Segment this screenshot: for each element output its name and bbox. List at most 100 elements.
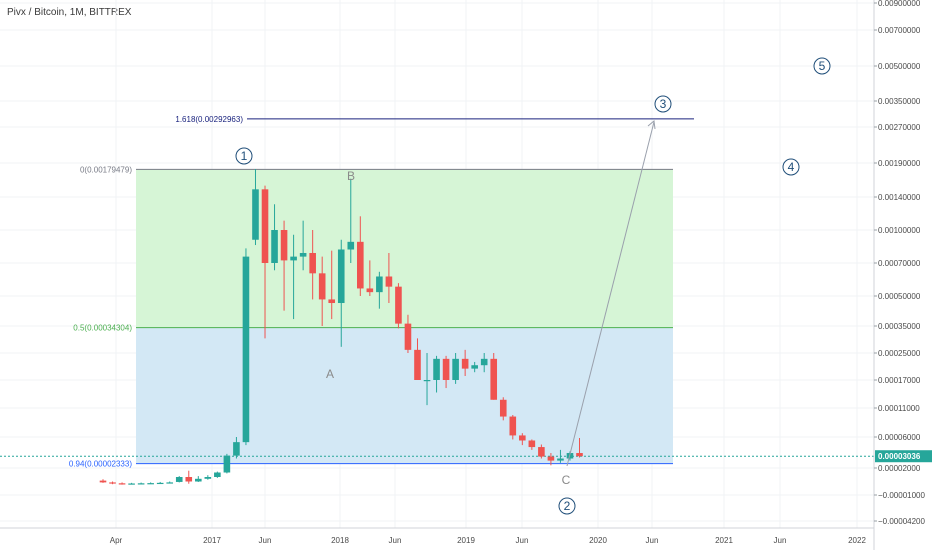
candle — [404, 314, 412, 353]
candle — [576, 437, 583, 458]
projection-line — [566, 121, 655, 467]
candle — [499, 397, 507, 421]
candle — [271, 204, 278, 271]
price-axis: 0.00900000 0.00700000 0.00500000 0.00350000… — [874, 0, 925, 526]
candle-body — [452, 358, 459, 380]
candle-body — [280, 230, 288, 261]
candle-body — [423, 380, 431, 382]
price-tick-label: 0.00140000 — [878, 193, 921, 202]
price-tick-label: 0.00190000 — [878, 159, 921, 168]
candle — [538, 444, 545, 459]
candle-body — [499, 399, 507, 417]
candle-body — [309, 252, 316, 274]
candle-body — [156, 482, 164, 485]
candle-body — [223, 455, 231, 473]
fib-label: 0.5(0.00034304) — [73, 324, 132, 333]
price-tick-label: 0.00035000 — [878, 322, 921, 331]
candle — [214, 471, 221, 478]
candle — [109, 481, 116, 485]
candle-body — [261, 189, 269, 263]
candle-body — [175, 477, 183, 482]
wave-label-text: 5 — [819, 59, 826, 73]
price-tick-label: −0.00001000 — [878, 491, 925, 500]
fib-label: 1.618(0.00292963) — [175, 115, 243, 124]
price-tick-label: 0.00070000 — [878, 259, 921, 268]
projection-arrowhead — [647, 120, 656, 130]
price-tick-label: 0.00100000 — [878, 226, 921, 235]
candle-body — [214, 472, 221, 477]
candle — [385, 252, 393, 304]
time-tick-label: 2017 — [203, 536, 221, 545]
candle-body — [109, 482, 116, 484]
candle — [242, 248, 250, 446]
price-tick-label: 0.00025000 — [878, 349, 921, 358]
last-price-badge-text: 0.00003036 — [878, 452, 921, 461]
price-tick-label: 0.00500000 — [878, 62, 921, 71]
candle-body — [547, 456, 555, 461]
price-tick-label: 0.00006000 — [878, 433, 921, 442]
candle — [461, 349, 469, 376]
candle — [175, 476, 183, 483]
candle-body — [233, 442, 240, 456]
candle — [442, 355, 450, 389]
candle-body — [538, 447, 545, 457]
candle-body — [128, 483, 135, 485]
time-tick-label: Jun — [516, 536, 529, 545]
candle-body — [519, 435, 526, 441]
wave-label-circle — [654, 95, 672, 113]
candle — [147, 482, 154, 485]
candle-body — [442, 358, 450, 380]
fib-label: 0.94(0.00002333) — [69, 460, 133, 469]
candle — [118, 482, 126, 485]
wave-label-circle — [235, 147, 253, 165]
last-price-badge-bg — [875, 450, 932, 463]
candle — [337, 239, 345, 347]
price-tick-label: 0.00017000 — [878, 376, 921, 385]
price-tick-label: 0.00350000 — [878, 97, 921, 106]
candle — [290, 234, 297, 320]
time-tick-label: Jun — [389, 536, 402, 545]
candle-body — [433, 358, 440, 380]
price-tick-label: 0.00011000 — [878, 404, 920, 413]
price-tick-label: 0.00050000 — [878, 292, 921, 301]
candle — [233, 437, 240, 459]
candle — [204, 475, 212, 480]
correction-label-A: A — [326, 367, 334, 381]
price-tick-label: −0.00004200 — [878, 517, 925, 526]
candle-body — [252, 189, 259, 240]
wave-label-text: 4 — [788, 160, 795, 174]
wave-label-2: 2 — [558, 497, 576, 515]
chart-title: Pivx / Bitcoin, 1M, BITTREX — [7, 7, 132, 18]
candle-body — [147, 483, 154, 485]
price-tick-label: 0.00270000 — [878, 123, 921, 132]
candle — [452, 353, 459, 384]
candle — [252, 169, 259, 246]
candle-body — [404, 323, 412, 350]
candle-body — [328, 299, 336, 304]
time-axis: Apr 2017 Jun 2018 Jun 2019 Jun 2020 Jun 2021 Jun 20… — [0, 527, 874, 545]
candle-body — [299, 252, 307, 257]
candle — [395, 283, 402, 329]
wave-label-text: 3 — [660, 97, 667, 111]
candle — [433, 355, 440, 393]
candle-body — [414, 349, 421, 380]
candle — [137, 482, 145, 485]
fib-zone-upper — [136, 169, 673, 328]
candle-body — [576, 453, 583, 457]
candle — [166, 481, 174, 484]
candle-body — [461, 358, 469, 369]
candle-body — [242, 256, 250, 443]
time-tick-label: 2019 — [457, 536, 475, 545]
candle — [519, 433, 526, 446]
candle — [318, 256, 326, 326]
price-tick-label: 0.00900000 — [878, 0, 921, 8]
candle — [490, 353, 498, 400]
candle — [309, 230, 316, 300]
correction-label-C: C — [562, 473, 571, 487]
candle-body — [195, 478, 202, 482]
candle-body — [137, 483, 145, 485]
candle — [423, 353, 431, 406]
time-tick-label: Apr — [110, 536, 123, 545]
